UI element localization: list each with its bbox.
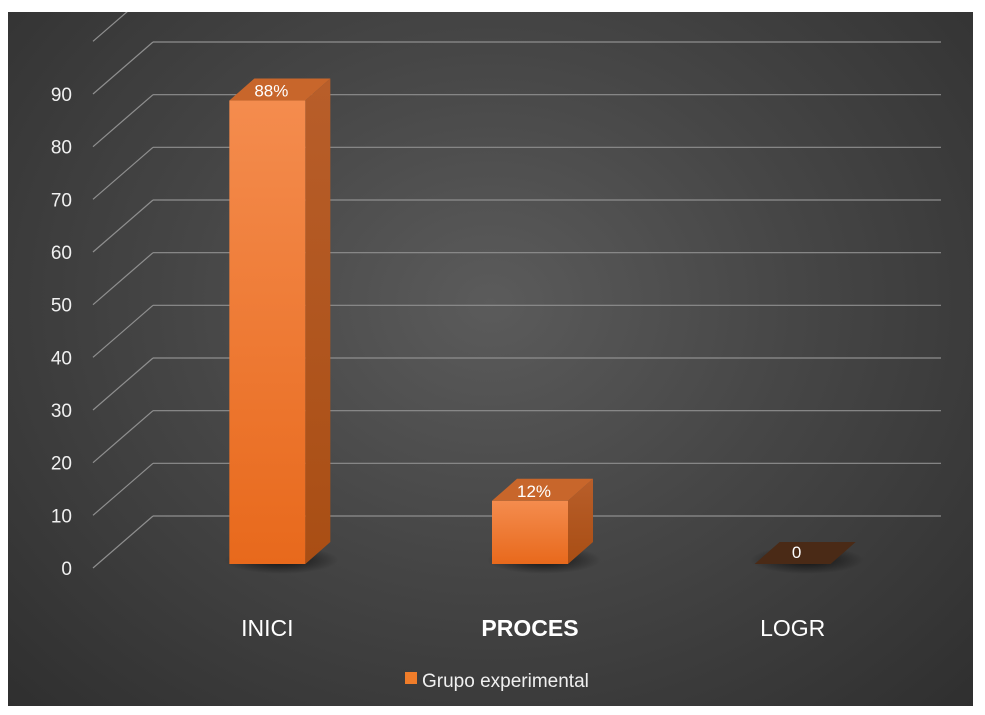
bar-top	[754, 542, 856, 564]
chart-frame: 0 10 20 30 40 50 60 70 80 90 88% 12% 0 INICI PROCES L…	[8, 12, 973, 706]
gridline	[92, 94, 941, 148]
data-label: 12%	[517, 482, 551, 501]
gridline	[92, 252, 941, 306]
chart-svg: 0 10 20 30 40 50 60 70 80 90 88% 12% 0 INICI PROCES L…	[51, 12, 941, 692]
legend-series-name: Grupo experimental	[422, 671, 589, 692]
bar-side	[568, 478, 593, 564]
legend: Grupo experimental	[405, 671, 589, 692]
bar-inici: 88%	[224, 78, 339, 574]
gridline	[92, 146, 941, 200]
bar-top	[492, 478, 593, 501]
y-tick-label: 30	[51, 401, 72, 422]
x-axis-categories: INICI PROCES LOGR	[241, 615, 825, 641]
y-tick-label: 80	[51, 138, 72, 159]
y-tick-label: 90	[51, 85, 72, 106]
gridline	[92, 357, 941, 411]
gridline	[92, 12, 128, 42]
legend-swatch	[405, 672, 417, 684]
gridline	[92, 304, 941, 358]
category-label: INICI	[241, 615, 293, 641]
gridline	[92, 41, 941, 95]
bar-side	[305, 78, 331, 565]
bar-layer: 88% 12% 0	[224, 78, 864, 574]
gridline	[92, 410, 941, 464]
bar-top	[229, 78, 331, 101]
y-axis-ticks: 0 10 20 30 40 50 60 70 80 90	[51, 85, 72, 580]
bar-logr: 0	[749, 542, 864, 574]
bar-front	[492, 500, 568, 564]
y-tick-label: 70	[51, 190, 72, 211]
data-label: 0	[792, 543, 801, 562]
y-tick-label: 0	[61, 559, 72, 580]
y-tick-label: 60	[51, 243, 72, 264]
category-label: LOGR	[760, 615, 825, 641]
data-label: 88%	[254, 82, 288, 101]
gridline	[92, 199, 941, 253]
y-tick-label: 10	[51, 506, 72, 527]
y-tick-label: 40	[51, 348, 72, 369]
bar-front	[229, 100, 306, 565]
bar-proces: 12%	[487, 478, 601, 574]
y-tick-label: 20	[51, 454, 72, 475]
category-label: PROCES	[481, 615, 578, 641]
y-tick-label: 50	[51, 296, 72, 317]
